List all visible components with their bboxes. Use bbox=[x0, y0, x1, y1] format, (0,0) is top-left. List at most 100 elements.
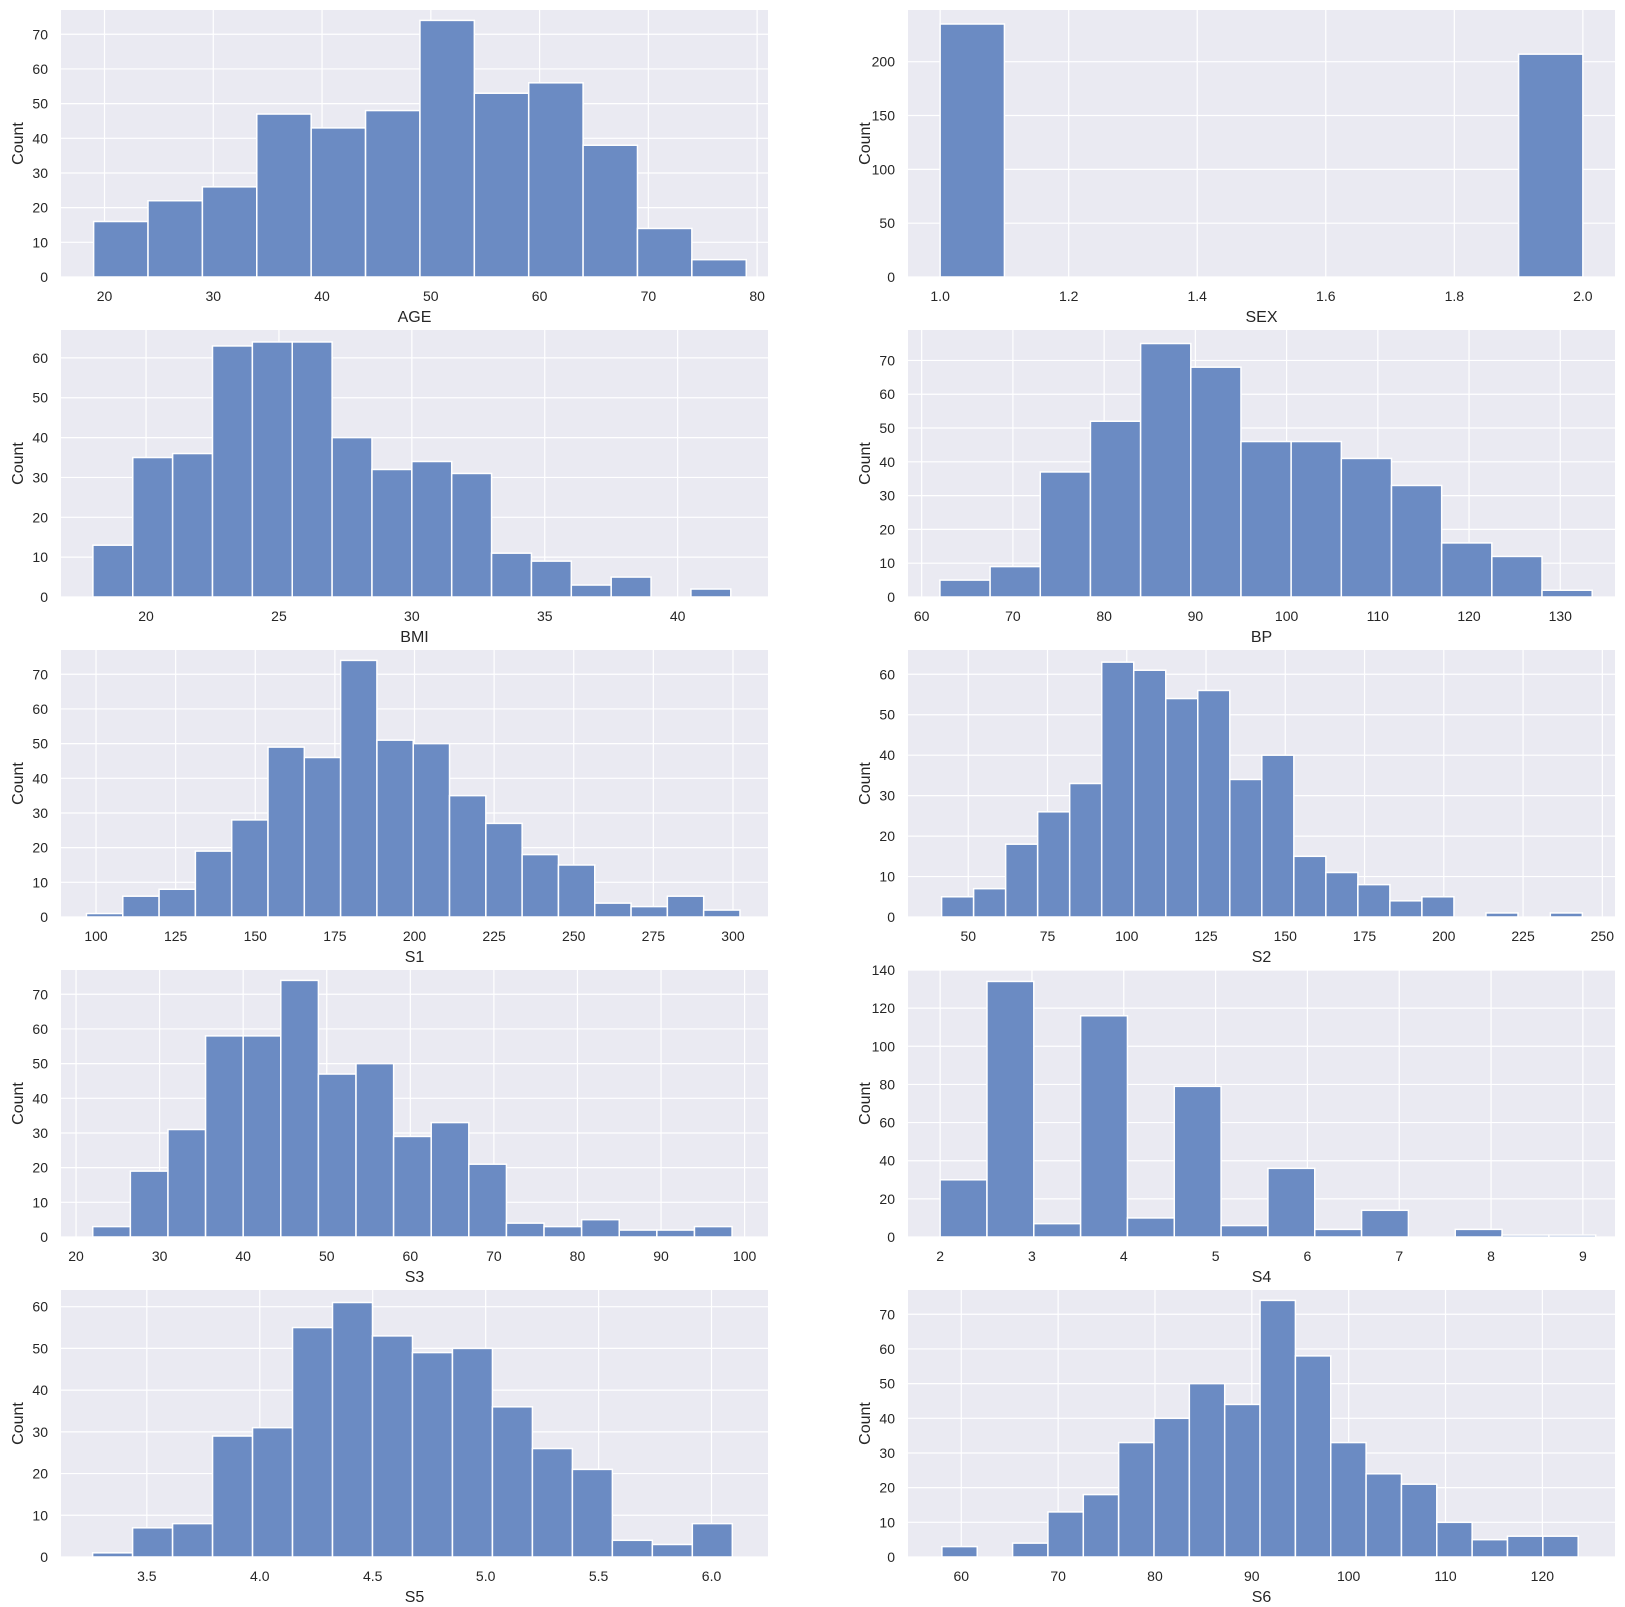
x-tick-label: 50 bbox=[319, 1248, 335, 1264]
histogram-bar bbox=[92, 220, 149, 278]
x-tick-label: 110 bbox=[1434, 1568, 1457, 1584]
histogram-bar bbox=[158, 888, 197, 918]
y-tick-label: 20 bbox=[879, 521, 895, 537]
histogram-bar bbox=[1340, 457, 1393, 598]
y-tick-label: 10 bbox=[32, 549, 48, 565]
x-tick-label: 6.0 bbox=[702, 1568, 722, 1584]
histogram-bar bbox=[691, 1522, 734, 1558]
x-tick-label: 6 bbox=[1304, 1248, 1312, 1264]
y-axis-label: Count bbox=[10, 442, 27, 485]
y-tick-label: 40 bbox=[32, 1090, 48, 1106]
histogram-bar bbox=[280, 979, 320, 1238]
x-axis-label: S3 bbox=[405, 1269, 425, 1286]
histogram-bar bbox=[1039, 471, 1092, 598]
x-tick-label: 100 bbox=[1115, 928, 1139, 944]
histogram-bar bbox=[376, 739, 414, 918]
histogram-bar bbox=[310, 127, 367, 278]
x-tick-label: 5 bbox=[1212, 1248, 1220, 1264]
histogram-bar bbox=[490, 552, 533, 598]
histogram-bar bbox=[473, 92, 530, 278]
chart-s6: 60 70 80 90 100 110 120 0 10 20 30 40 50 60 70 S6 Count bbox=[857, 1290, 1615, 1606]
histogram-bar bbox=[392, 1135, 432, 1238]
y-tick-label: 10 bbox=[32, 234, 48, 250]
histogram-bar bbox=[521, 853, 560, 918]
y-tick-label: 0 bbox=[887, 589, 895, 605]
histogram-bar bbox=[594, 902, 632, 918]
y-axis-label: Count bbox=[857, 442, 874, 485]
histogram-bar bbox=[131, 1527, 174, 1558]
y-tick-label: 70 bbox=[32, 26, 48, 42]
y-tick-label: 40 bbox=[879, 747, 895, 763]
y-tick-label: 60 bbox=[32, 1021, 48, 1037]
histogram-bar bbox=[989, 565, 1042, 598]
chart-age: 20 30 40 50 60 70 80 0 10 20 30 40 50 60 70 AGE Count bbox=[10, 10, 768, 326]
histogram-bar bbox=[939, 1179, 988, 1238]
x-tick-label: 225 bbox=[482, 928, 506, 944]
histogram-bar bbox=[267, 746, 306, 918]
x-tick-label: 70 bbox=[641, 288, 657, 304]
y-tick-label: 0 bbox=[40, 909, 48, 925]
histogram-bar bbox=[531, 1447, 574, 1558]
x-tick-label: 70 bbox=[1050, 1568, 1066, 1584]
x-tick-label: 30 bbox=[404, 608, 420, 624]
histogram-bar bbox=[291, 1326, 334, 1558]
x-tick-label: 50 bbox=[423, 288, 439, 304]
x-tick-label: 3 bbox=[1028, 1248, 1036, 1264]
histogram-bar bbox=[656, 1229, 696, 1238]
histogram-bar bbox=[1261, 754, 1295, 918]
x-tick-label: 2 bbox=[936, 1248, 944, 1264]
y-tick-label: 0 bbox=[40, 1229, 48, 1245]
y-tick-label: 20 bbox=[32, 1466, 48, 1482]
histogram-bar bbox=[1082, 1493, 1120, 1558]
histogram-bar bbox=[1549, 912, 1584, 918]
y-tick-label: 10 bbox=[32, 1507, 48, 1523]
y-tick-label: 0 bbox=[40, 269, 48, 285]
x-tick-label: 110 bbox=[1367, 608, 1390, 624]
x-tick-label: 4.0 bbox=[250, 1568, 270, 1584]
y-axis-label: Count bbox=[857, 122, 874, 165]
y-tick-label: 70 bbox=[879, 1306, 895, 1322]
histogram-bar bbox=[1173, 1085, 1222, 1238]
histogram-bar bbox=[1421, 896, 1455, 918]
y-tick-label: 50 bbox=[879, 215, 895, 231]
y-tick-label: 120 bbox=[872, 1000, 896, 1016]
x-tick-label: 150 bbox=[244, 928, 268, 944]
x-tick-label: 60 bbox=[914, 608, 930, 624]
x-tick-label: 2.0 bbox=[1573, 288, 1593, 304]
y-axis-label: Count bbox=[857, 1402, 874, 1445]
y-tick-label: 20 bbox=[32, 1160, 48, 1176]
histogram-bar bbox=[580, 1218, 620, 1238]
y-tick-label: 40 bbox=[879, 1410, 895, 1426]
x-tick-label: 60 bbox=[953, 1568, 969, 1584]
y-tick-label: 50 bbox=[879, 707, 895, 723]
x-axis-label: S6 bbox=[1252, 1589, 1272, 1606]
x-axis-label: S1 bbox=[405, 949, 425, 966]
chart-s1: 100 125 150 175 200 225 250 275 300 0 10 20 30 40 50 60… bbox=[10, 650, 768, 966]
histogram-bar bbox=[582, 144, 639, 278]
y-tick-label: 60 bbox=[32, 1299, 48, 1315]
histogram-bar bbox=[451, 1347, 494, 1558]
y-tick-label: 0 bbox=[40, 1549, 48, 1565]
histogram-bar bbox=[1079, 1015, 1129, 1238]
y-tick-label: 60 bbox=[32, 701, 48, 717]
y-axis-label: Count bbox=[10, 122, 27, 165]
histogram-bar bbox=[171, 452, 214, 598]
x-tick-label: 5.0 bbox=[476, 1568, 496, 1584]
x-tick-label: 80 bbox=[1147, 1568, 1163, 1584]
histogram-bar bbox=[1011, 1542, 1049, 1558]
y-tick-label: 60 bbox=[879, 1115, 895, 1131]
histogram-bar bbox=[242, 1035, 282, 1238]
histogram-bar bbox=[1440, 542, 1493, 598]
plot-area bbox=[908, 10, 1615, 277]
histogram-bar bbox=[211, 345, 254, 598]
histogram-bar bbox=[940, 896, 975, 918]
y-tick-label: 20 bbox=[879, 828, 895, 844]
histogram-bar bbox=[690, 588, 732, 598]
x-tick-label: 300 bbox=[721, 928, 745, 944]
x-tick-label: 4 bbox=[1120, 1248, 1128, 1264]
histogram-bar bbox=[230, 819, 269, 918]
y-axis-label: Count bbox=[10, 1082, 27, 1125]
x-tick-label: 125 bbox=[164, 928, 188, 944]
y-tick-label: 60 bbox=[32, 61, 48, 77]
